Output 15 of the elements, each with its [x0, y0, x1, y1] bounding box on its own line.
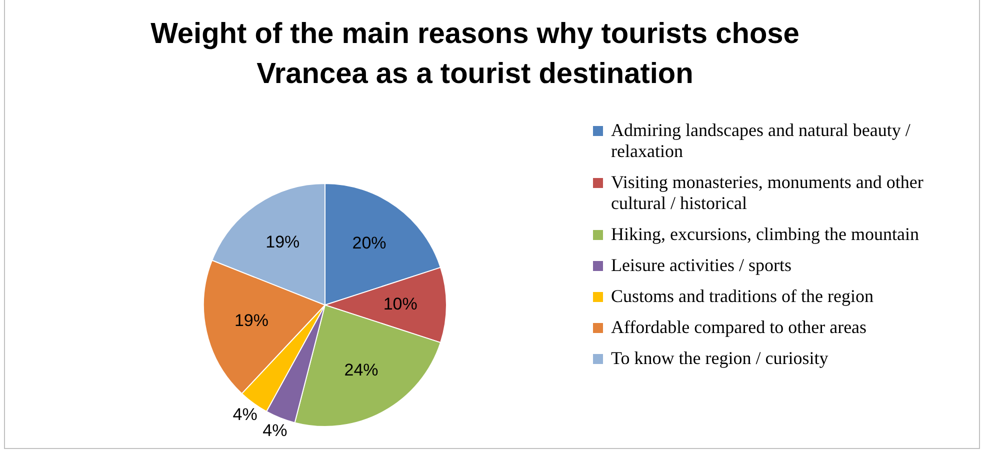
data-label: 20%	[352, 234, 386, 253]
data-label: 19%	[266, 232, 300, 252]
chart-title: Weight of the main reasons why tourists chose Vrancea as a tourist destination	[150, 17, 800, 92]
data-label: 4%	[232, 404, 258, 424]
legend-label: Visiting monasteries, monuments and other cultural / historical	[611, 172, 924, 214]
legend-label: Customs and traditions of the region	[611, 286, 874, 307]
data-label: 10%	[383, 294, 418, 314]
data-label: 19%	[234, 311, 268, 330]
legend-label: Hiking, excursions, climbing the mountain	[611, 224, 919, 245]
legend-label: Admiring landscapes and natural beauty / relaxation	[611, 120, 912, 162]
data-label: 4%	[262, 421, 288, 440]
legend-label: To know the region / curiosity	[611, 348, 828, 369]
data-label: 24%	[344, 360, 378, 380]
legend-label: Leisure activities / sports	[611, 255, 792, 276]
legend-label: Affordable compared to other areas	[611, 317, 867, 338]
